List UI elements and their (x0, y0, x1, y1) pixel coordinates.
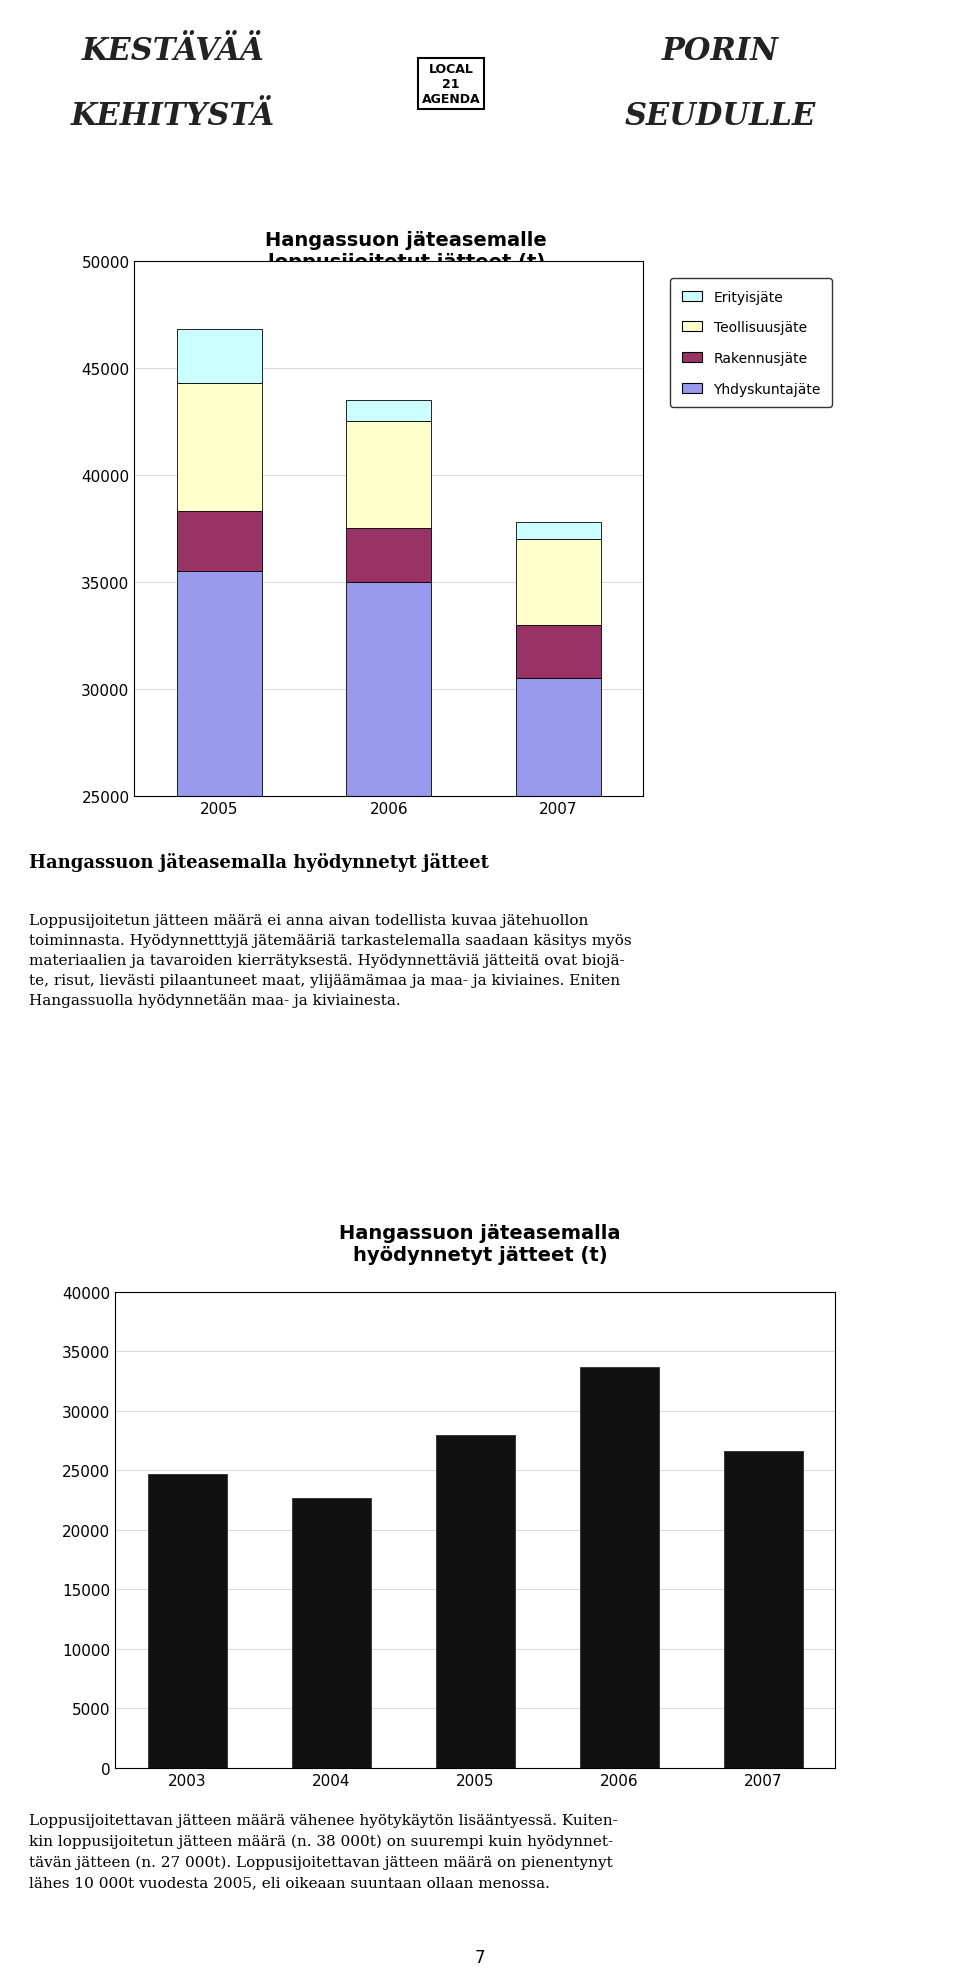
Bar (148, 1475, 227, 1768)
Legend: Erityisjäte, Teollisuusjäte, Rakennusjäte, Yhdyskuntajäte: Erityisjäte, Teollisuusjäte, Rakennusjät… (670, 279, 832, 408)
Bar (177, 385, 261, 511)
Bar (292, 1498, 371, 1768)
Text: Hangassuon jäteasemalla hyödynnetyt jätteet: Hangassuon jäteasemalla hyödynnetyt jätt… (29, 852, 489, 872)
Bar (580, 1368, 659, 1768)
Bar (347, 583, 431, 1332)
Bar (177, 573, 261, 1332)
Text: PORIN: PORIN (661, 36, 779, 67)
Text: Hangassuon jäteasemalla
hyödynnetyt jätteet (t): Hangassuon jäteasemalla hyödynnetyt jätt… (339, 1223, 621, 1265)
Bar (177, 511, 261, 573)
Text: Loppusijoitetun jätteen määrä ei anna aivan todellista kuvaa jätehuollon
toiminn: Loppusijoitetun jätteen määrä ei anna ai… (29, 914, 632, 1009)
Bar (347, 400, 431, 422)
Text: Hangassuon jäteasemalle
loppusijoitetut jätteet (t): Hangassuon jäteasemalle loppusijoitetut … (265, 230, 547, 272)
Text: SEUDULLE: SEUDULLE (624, 101, 816, 133)
Bar (516, 523, 601, 539)
Text: KEHITYSTÄ: KEHITYSTÄ (71, 101, 275, 133)
Text: Loppusijoitettavan jätteen määrä vähenee hyötykäytön lisääntyessä. Kuiten-
kin l: Loppusijoitettavan jätteen määrä vähenee… (29, 1814, 617, 1889)
Text: LOCAL
21
AGENDA: LOCAL 21 AGENDA (421, 63, 481, 105)
Bar (516, 626, 601, 680)
Text: 7: 7 (475, 1948, 485, 1966)
Bar (724, 1451, 803, 1768)
Bar (347, 529, 431, 583)
Bar (516, 539, 601, 626)
Bar (177, 331, 261, 385)
Bar (436, 1435, 515, 1768)
Text: KESTÄVÄÄ: KESTÄVÄÄ (82, 36, 264, 67)
Bar (516, 680, 601, 1332)
Bar (347, 422, 431, 529)
